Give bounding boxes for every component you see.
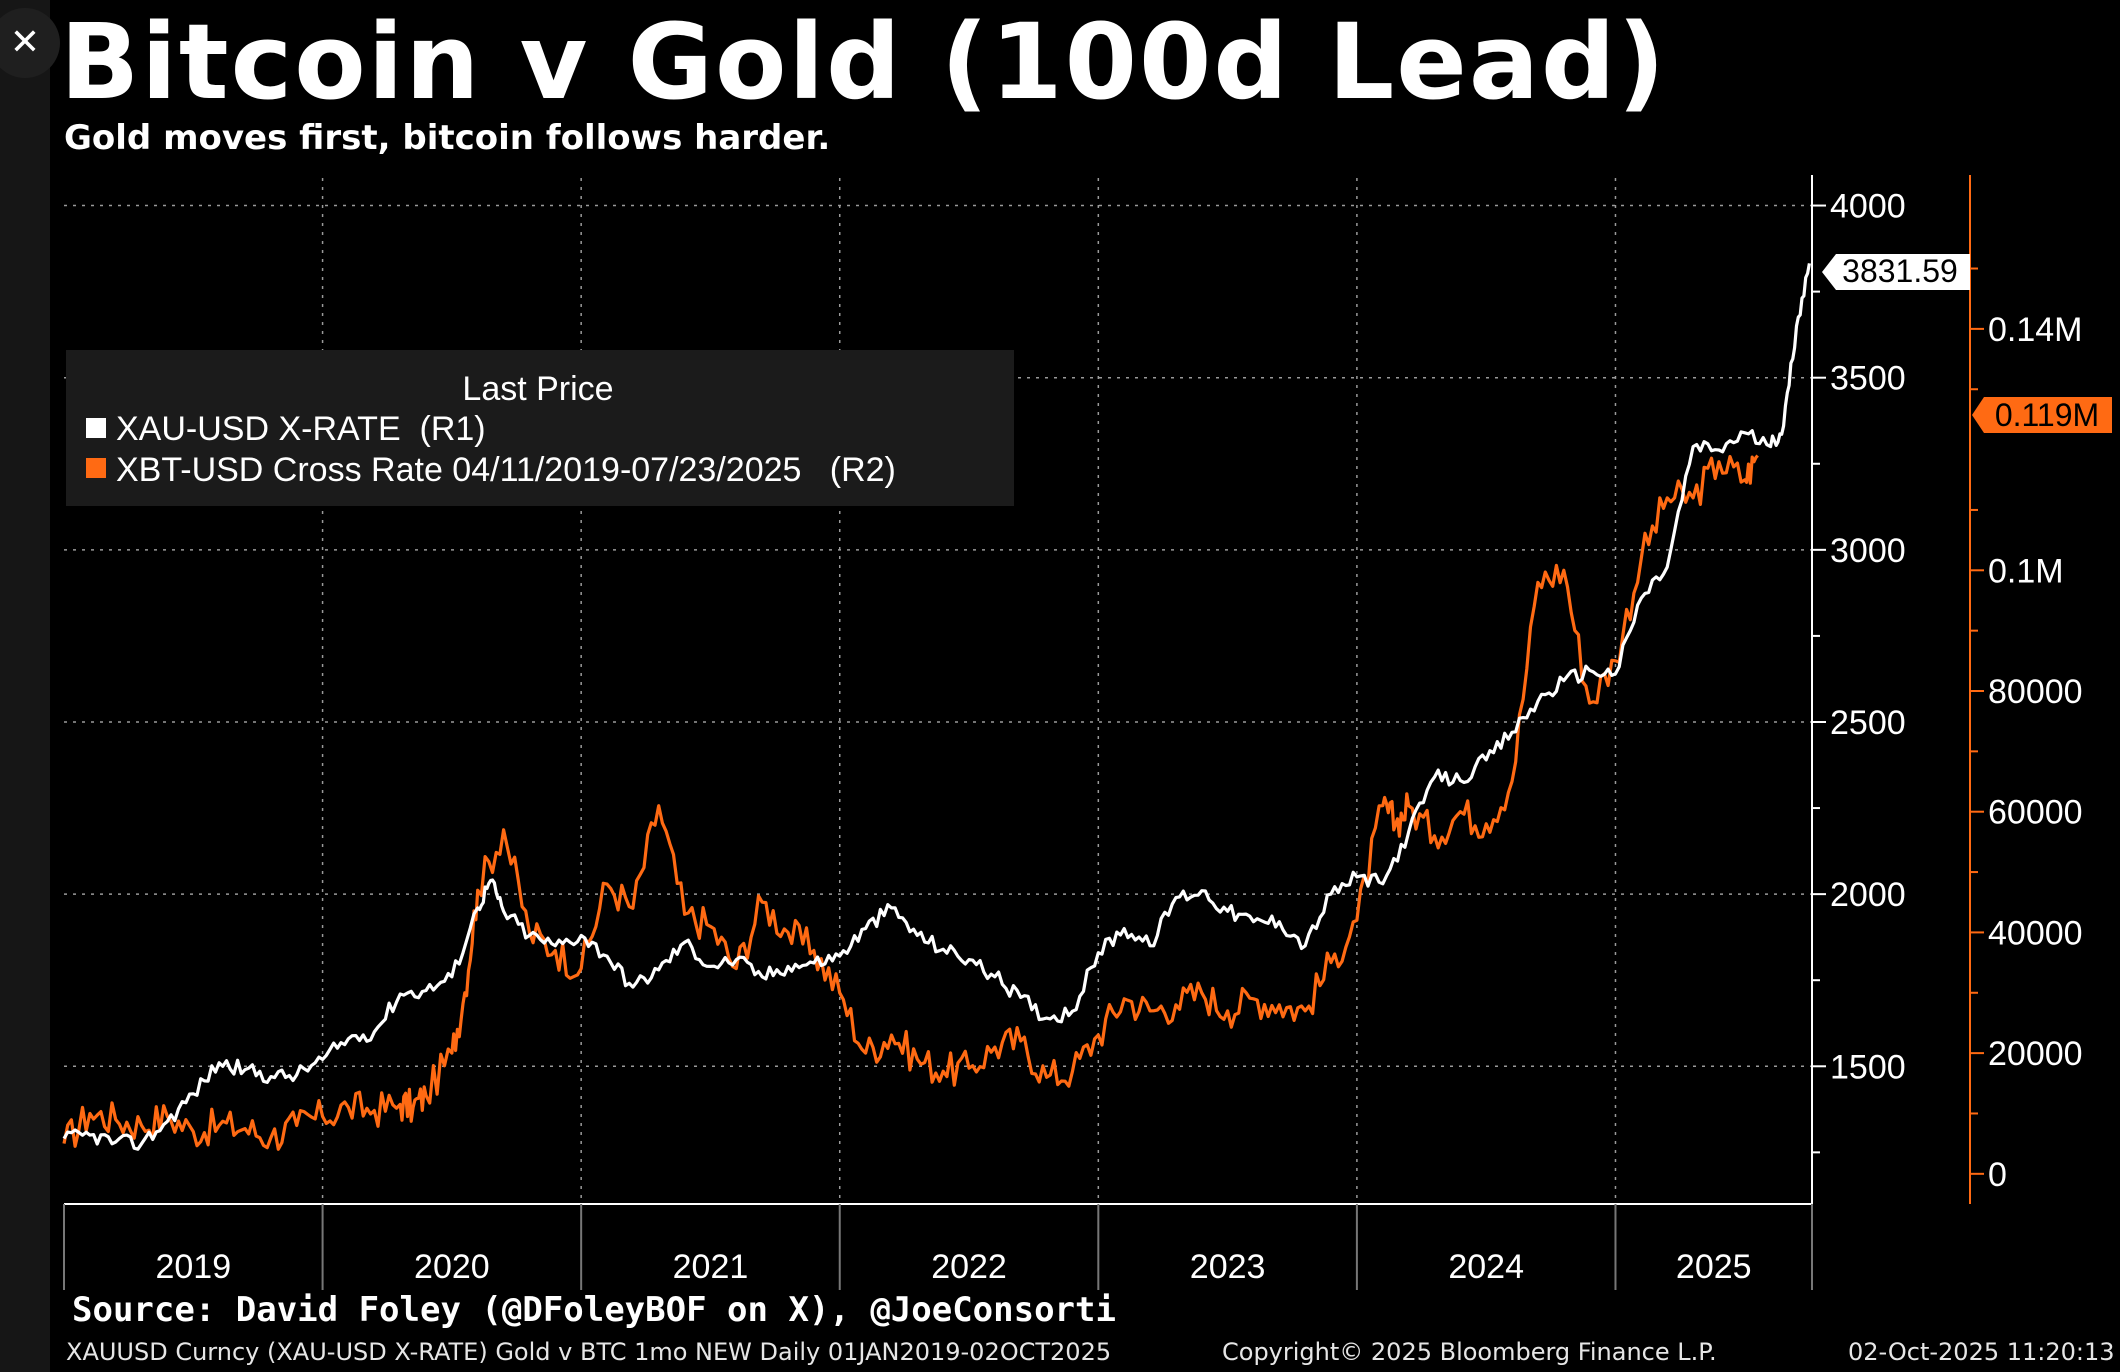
x-tick-label-2024: 2024	[1448, 1248, 1524, 1286]
r1-tick-label-3000: 3000	[1830, 532, 1906, 570]
r1-tick-label-2000: 2000	[1830, 876, 1906, 914]
legend-entry-btc: XBT-USD Cross Rate 04/11/2019-07/23/2025…	[116, 451, 896, 489]
x-tick-label-2023: 2023	[1190, 1248, 1266, 1286]
ticker-line: XAUUSD Curncy (XAU-USD X-RATE) Gold v BT…	[66, 1338, 1112, 1366]
r2-tick-label-80000: 80000	[1988, 673, 2083, 711]
last-value-r1-badge	[1822, 254, 1970, 290]
r2-tick-label-40000: 40000	[1988, 914, 2083, 952]
left-edge-strip	[0, 0, 50, 1372]
r1-tick-label-4000: 4000	[1830, 188, 1906, 226]
last-value-r2: 0.119M	[1972, 397, 2112, 433]
last-value-r2-badge	[1972, 397, 2112, 433]
legend-swatch-btc	[86, 458, 106, 478]
last-value-r1: 3831.59	[1822, 253, 1970, 290]
x-tick-label-2025: 2025	[1676, 1248, 1752, 1286]
series-line-btc	[62, 454, 1759, 1151]
r1-tick-label-1500: 1500	[1830, 1048, 1906, 1086]
x-tick-label-2021: 2021	[673, 1248, 749, 1286]
close-icon: ✕	[9, 22, 41, 63]
r2-tick-label-0: 0	[1988, 1156, 2007, 1194]
legend: Last Price XAU-USD X-RATE (R1) XBT-USD C…	[66, 350, 1014, 506]
legend-swatch-gold	[86, 418, 106, 438]
copyright: Copyright© 2025 Bloomberg Finance L.P.	[1222, 1338, 1717, 1366]
legend-title: Last Price	[462, 370, 613, 408]
r2-tick-label-20000: 20000	[1988, 1035, 2083, 1073]
series-line-gold	[62, 263, 1811, 1151]
r1-tick-label-2500: 2500	[1830, 704, 1906, 742]
x-tick-label-2022: 2022	[931, 1248, 1007, 1286]
r2-tick-label-60000: 60000	[1988, 794, 2083, 832]
last-value-r2-text: 0.119M	[1995, 397, 2099, 433]
chart-title: Bitcoin v Gold (100d Lead)	[60, 1, 1667, 123]
source-credit: Source: David Foley (@DFoleyBOF on X), @…	[72, 1290, 1116, 1330]
close-button[interactable]: ✕	[0, 8, 60, 78]
r2-tick-label-140000: 0.14M	[1988, 311, 2083, 349]
timestamp: 02-Oct-2025 11:20:13	[1848, 1338, 2115, 1366]
x-tick-label-2020: 2020	[414, 1248, 490, 1286]
legend-entry-gold: XAU-USD X-RATE (R1)	[116, 410, 486, 448]
r2-tick-label-100000: 0.1M	[1988, 552, 2064, 590]
last-value-r1-text: 3831.59	[1842, 253, 1958, 289]
r1-tick-label-3500: 3500	[1830, 360, 1906, 398]
gridlines	[64, 178, 1812, 1204]
legend-background	[66, 350, 1014, 506]
series-lines	[62, 263, 1811, 1151]
x-tick-label-2019: 2019	[155, 1248, 231, 1286]
chart-subtitle: Gold moves first, bitcoin follows harder…	[64, 118, 831, 158]
axes: 2019 2020 2021 2022 2023 2024 2025 1500 2000 2500…	[63, 175, 2083, 1290]
